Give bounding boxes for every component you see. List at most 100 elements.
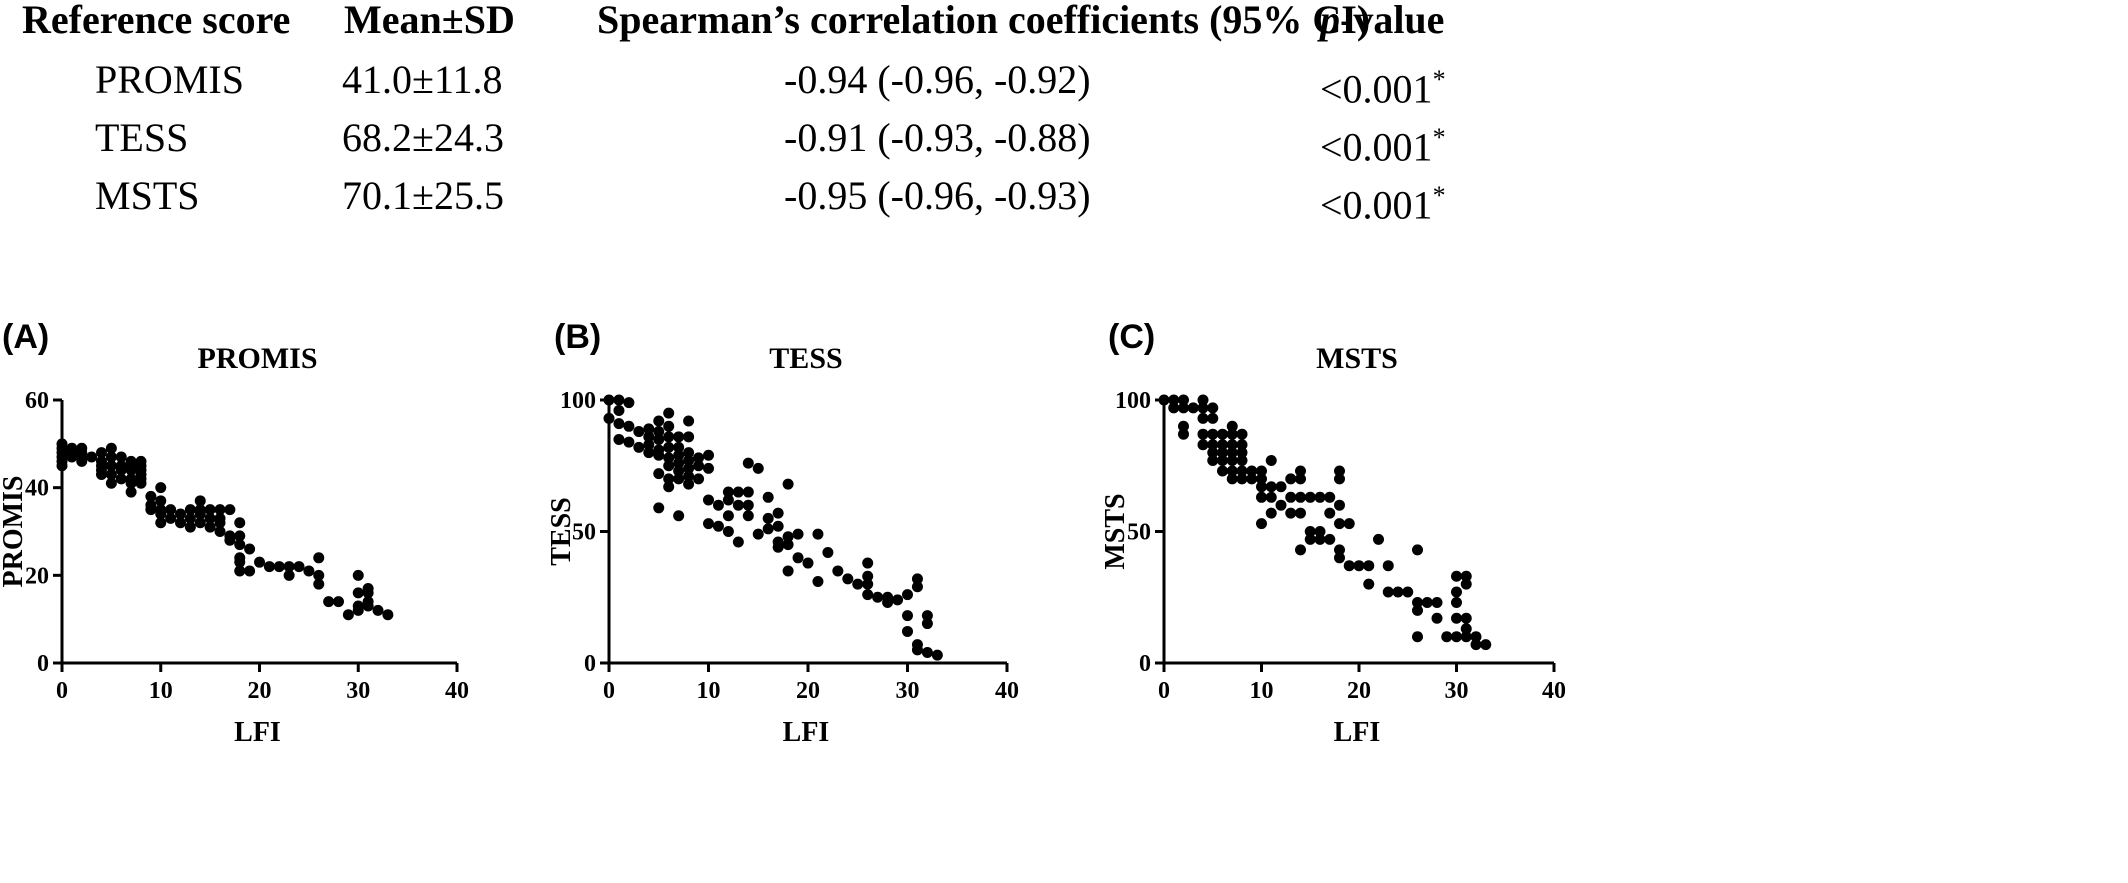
data-point: [683, 447, 695, 459]
y-tick-label: 0: [584, 651, 596, 677]
data-point: [1178, 394, 1189, 406]
y-tick-label: 0: [1139, 651, 1151, 677]
data-point: [1382, 586, 1394, 598]
data-point: [1226, 473, 1238, 485]
data-point: [1460, 578, 1472, 590]
data-point: [1451, 586, 1462, 598]
x-tick-label: 10: [697, 678, 721, 704]
plot-inner: PROMIS 0 20 40 60 0 10 20 30 40 LFI PROMIS: [0, 342, 469, 748]
plot-inner: TESS 0 50 100 0 10 20 30 40 LFI TESS: [546, 342, 1019, 748]
data-point: [712, 520, 724, 532]
data-point: [1451, 612, 1462, 624]
scatter-plot-tess: TESS 0 50 100 0 10 20 30 40 LFI TESS: [546, 342, 1019, 748]
data-point: [663, 441, 675, 453]
data-point: [303, 565, 315, 577]
data-point: [323, 596, 335, 608]
data-point: [722, 510, 734, 522]
data-point: [1217, 439, 1228, 451]
data-point: [184, 521, 196, 533]
row-mean-sd: 41.0±11.8: [342, 57, 503, 102]
row-p-star: *: [1432, 123, 1446, 152]
data-point: [1256, 465, 1267, 477]
y-tick-label: 50: [572, 520, 596, 546]
data-point: [1304, 491, 1316, 503]
data-point: [1285, 507, 1297, 519]
x-axis-label: LFI: [234, 717, 281, 748]
data-point: [96, 469, 107, 481]
data-point: [802, 557, 814, 569]
data-point: [613, 405, 625, 417]
data-point: [263, 561, 275, 573]
data-point: [1392, 586, 1404, 598]
data-point: [712, 499, 724, 511]
row-p-value: <0.001*: [1320, 114, 1446, 171]
data-point: [742, 510, 754, 522]
data-point: [105, 460, 117, 472]
data-point: [1451, 597, 1462, 609]
data-point: [673, 449, 685, 461]
data-point: [613, 394, 625, 406]
data-point: [1402, 586, 1414, 598]
data-point: [921, 646, 933, 658]
data-point: [742, 457, 754, 469]
data-point: [673, 431, 685, 443]
y-axis-label: MSTS: [1100, 493, 1131, 569]
data-point: [742, 486, 754, 498]
data-point: [862, 578, 874, 590]
data-point: [872, 591, 884, 603]
data-point: [822, 547, 834, 559]
plot-group: MSTS 0 50 100 0 10 20 30 40 LFI MSTS: [1100, 342, 1566, 748]
data-point: [214, 526, 226, 537]
data-point: [352, 569, 364, 581]
data-point: [842, 573, 854, 585]
row-mean-sd: 70.1±25.5: [342, 173, 504, 218]
data-point: [812, 575, 824, 587]
data-point: [1256, 481, 1267, 493]
data-point: [722, 494, 734, 506]
x-tick-label: 20: [796, 678, 820, 704]
y-axis-label: PROMIS: [0, 476, 29, 588]
data-point: [693, 473, 705, 485]
y-axis-label: TESS: [546, 497, 577, 566]
data-point: [673, 465, 685, 477]
data-point: [653, 433, 665, 445]
x-tick-label: 20: [248, 678, 272, 704]
data-point: [184, 504, 196, 516]
data-point: [633, 426, 645, 438]
data-point: [1256, 491, 1267, 503]
row-name: MSTS: [95, 173, 200, 218]
data-point: [931, 649, 943, 661]
data-point: [902, 610, 913, 622]
data-point: [1197, 402, 1209, 414]
data-point: [1412, 544, 1423, 556]
data-point: [66, 451, 78, 463]
data-point: [175, 508, 186, 520]
data-point: [663, 481, 675, 493]
data-point: [1265, 454, 1277, 466]
data-point: [175, 517, 186, 529]
data-point: [86, 451, 98, 463]
data-point: [732, 486, 744, 498]
data-point: [1236, 465, 1248, 477]
data-point: [1197, 394, 1209, 406]
data-point: [902, 625, 913, 637]
data-point: [204, 512, 216, 524]
data-point: [911, 644, 923, 656]
data-point: [663, 420, 675, 432]
scatter-panel-b: (B) TESS 0 50 100 0 10 20 30 40 LFI TESS: [546, 318, 1254, 883]
row-p: <0.001: [1320, 124, 1433, 170]
data-point: [1197, 428, 1209, 440]
data-point: [663, 407, 675, 419]
data-point: [362, 600, 374, 612]
panel-label: (B): [554, 318, 602, 356]
data-point: [722, 486, 734, 498]
data-point: [653, 502, 665, 514]
data-point: [1314, 533, 1326, 545]
data-point: [643, 431, 655, 443]
data-point: [214, 504, 226, 516]
data-point: [1217, 428, 1228, 440]
data-point: [1226, 447, 1238, 459]
data-point: [1324, 507, 1336, 519]
data-point: [1431, 612, 1443, 624]
data-point: [1246, 473, 1258, 485]
